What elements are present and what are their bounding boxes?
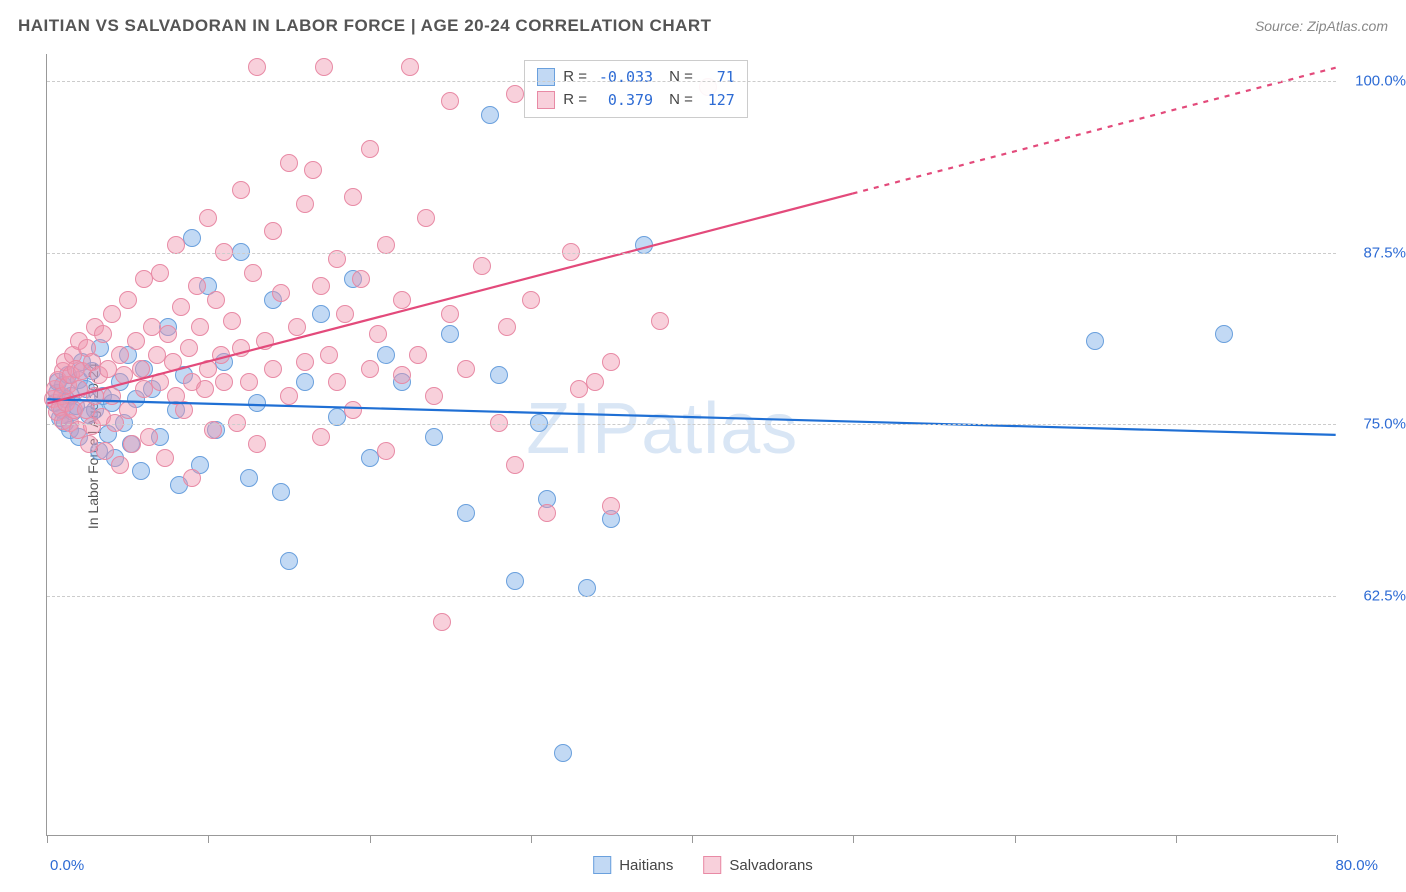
chart-source: Source: ZipAtlas.com (1255, 18, 1388, 34)
legend-item-haitians[interactable]: Haitians (593, 856, 673, 874)
x-tick (531, 835, 532, 843)
haitians-swatch-icon (537, 68, 555, 86)
x-axis-max-label: 80.0% (1335, 857, 1378, 874)
stats-row-salvadorans: R = 0.379 N = 127 (537, 89, 735, 112)
legend-item-salvadorans[interactable]: Salvadorans (703, 856, 812, 874)
x-tick (1337, 835, 1338, 843)
gridline (47, 253, 1336, 254)
salvadorans-trend-line-extrapolated (853, 68, 1336, 194)
gridline (47, 424, 1336, 425)
plot-area: ZIPatlas R =-0.033N =71R =0.379N =127 62… (46, 54, 1336, 836)
correlation-stats-box: R = -0.033 N = 71 R = 0.379 N = 127 (524, 60, 748, 118)
salvadorans-trend-line (47, 194, 852, 404)
stats-n-label: N = (669, 89, 693, 112)
stats-row-haitians: R = -0.033 N = 71 (537, 66, 735, 89)
trend-lines-layer (47, 54, 1336, 835)
salvadorans-r-value: 0.379 (595, 89, 653, 112)
y-tick-label: 62.5% (1346, 587, 1406, 604)
stats-n-label: N = (669, 66, 693, 89)
x-tick (208, 835, 209, 843)
x-axis-origin-label: 0.0% (50, 857, 84, 874)
salvadorans-swatch-icon (537, 91, 555, 109)
salvadorans-n-value: 127 (701, 89, 735, 112)
stats-r-label: R = (563, 66, 587, 89)
chart-title: HAITIAN VS SALVADORAN IN LABOR FORCE | A… (18, 16, 712, 36)
x-tick (1015, 835, 1016, 843)
y-tick-label: 75.0% (1346, 416, 1406, 433)
chart-header: HAITIAN VS SALVADORAN IN LABOR FORCE | A… (18, 16, 1388, 36)
x-tick (853, 835, 854, 843)
x-tick (1176, 835, 1177, 843)
legend-label: Haitians (619, 857, 673, 874)
x-tick (47, 835, 48, 843)
stats-r-label: R = (563, 89, 587, 112)
legend: Haitians Salvadorans (593, 856, 813, 874)
haitians-swatch-icon (593, 856, 611, 874)
gridline (47, 596, 1336, 597)
haitians-r-value: -0.033 (595, 66, 653, 89)
y-tick-label: 100.0% (1346, 73, 1406, 90)
haitians-n-value: 71 (701, 66, 735, 89)
chart-container: HAITIAN VS SALVADORAN IN LABOR FORCE | A… (0, 0, 1406, 892)
haitians-trend-line (47, 399, 1335, 435)
y-tick-label: 87.5% (1346, 244, 1406, 261)
x-tick (370, 835, 371, 843)
salvadorans-swatch-icon (703, 856, 721, 874)
legend-label: Salvadorans (729, 857, 812, 874)
x-tick (692, 835, 693, 843)
gridline (47, 81, 1336, 82)
